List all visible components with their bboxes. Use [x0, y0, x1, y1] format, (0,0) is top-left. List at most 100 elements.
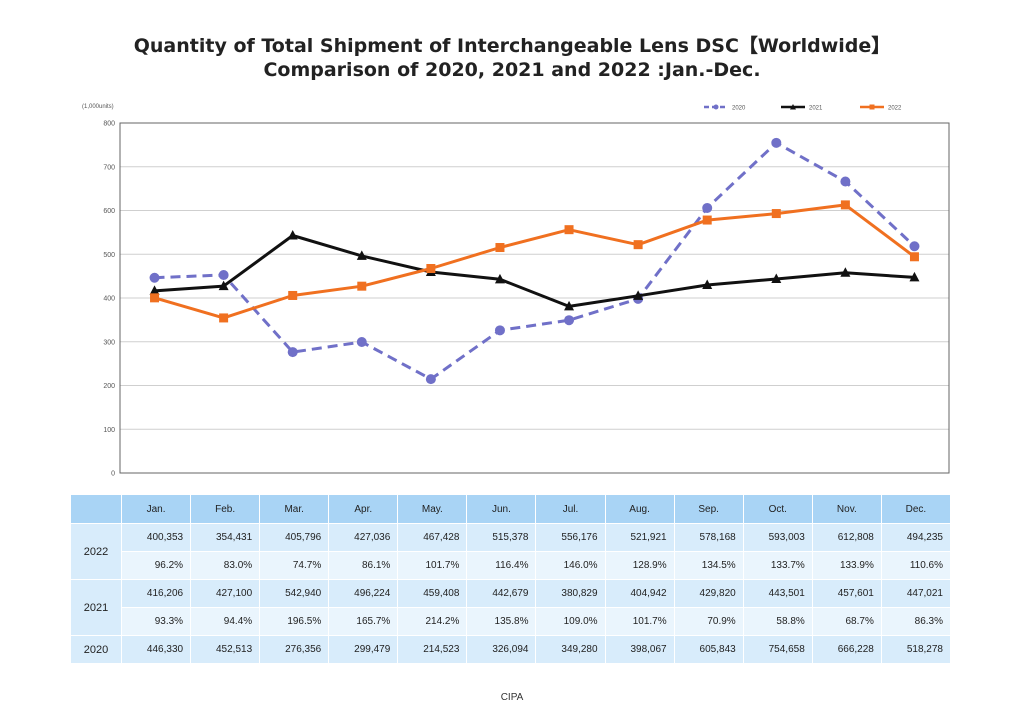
legend-label-2022: 2022: [888, 106, 902, 112]
table-percent-cell: 83.0%: [190, 551, 261, 580]
table-value-cell: 354,431: [190, 523, 261, 552]
table-month-header: Jan.: [120, 494, 192, 524]
data-point-2022: [909, 252, 919, 262]
y-tick-label: 600: [103, 208, 115, 215]
y-tick-label: 400: [103, 296, 115, 303]
table-month-header: Dec.: [880, 494, 952, 524]
table-percent-cell: 86.1%: [328, 551, 399, 580]
data-point-2020: [840, 176, 851, 187]
table-percent-cell: 135.8%: [466, 607, 537, 636]
table-value-cell: 459,408: [397, 579, 468, 608]
table-percent-cell: 101.7%: [604, 607, 675, 636]
y-tick-label: 700: [103, 164, 115, 171]
chart-title: Quantity of Total Shipment of Interchang…: [133, 35, 891, 57]
table-value-cell: 405,796: [259, 523, 330, 552]
data-point-2020: [771, 137, 782, 148]
table-value-cell: 326,094: [466, 635, 537, 664]
table-value-cell: 754,658: [742, 635, 813, 664]
table-value-cell: 447,021: [880, 579, 952, 608]
series-line-2022: [154, 203, 916, 320]
data-point-2022: [495, 243, 505, 253]
table-value-cell: 427,036: [328, 523, 399, 552]
table-value-cell: 276,356: [259, 635, 330, 664]
table-percent-cell: 133.9%: [811, 551, 882, 580]
data-point-2022: [564, 225, 574, 235]
table-value-cell: 467,428: [397, 523, 468, 552]
table-percent-cell: 134.5%: [673, 551, 744, 580]
table-month-header: Sep.: [673, 494, 744, 524]
data-point-2020: [909, 241, 920, 252]
data-point-2022: [840, 200, 850, 210]
table-percent-cell: 128.9%: [604, 551, 675, 580]
table-value-cell: 429,820: [673, 579, 744, 608]
data-point-2021: [149, 285, 160, 295]
table-month-header: Feb.: [190, 494, 261, 524]
table-value-cell: 494,235: [880, 523, 952, 552]
table-row: 2021 416,206 427,100 542,940 496,224 459,408 4…: [70, 579, 952, 636]
table-row: 93.3% 94.4% 196.5% 165.7% 214.2% 135.8% 109.0%…: [71, 607, 952, 636]
y-tick-label: 0: [111, 471, 115, 478]
table-value-cell: 518,278: [880, 635, 952, 664]
data-point-2021: [840, 267, 851, 277]
table-value-cell: 542,940: [259, 579, 330, 608]
table-header-row: Jan. Feb. Mar. Apr. May. Jun. Jul. Aug. Sep. Oct.…: [70, 494, 952, 524]
data-point-2020: [425, 374, 436, 385]
table-month-header: Aug.: [604, 494, 675, 524]
table-value-cell: 496,224: [328, 579, 399, 608]
table-row: 2020 446,330 452,513 276,356 299,479 214,523 3…: [70, 635, 952, 664]
table-percent-cell: 74.7%: [259, 551, 330, 580]
data-point-2020: [564, 315, 575, 326]
y-tick-label: 200: [103, 383, 115, 390]
table-percent-cell: 133.7%: [742, 551, 813, 580]
table-value-cell: 446,330: [120, 635, 192, 664]
table-percent-cell: 109.0%: [535, 607, 606, 636]
table-value-cell: 578,168: [673, 523, 744, 552]
table-percent-cell: 116.4%: [466, 551, 537, 580]
data-point-2020: [218, 270, 229, 281]
data-point-2020: [287, 347, 298, 358]
table-percent-cell: 110.6%: [880, 551, 952, 580]
source-label: CIPA: [500, 692, 524, 703]
table-value-cell: 452,513: [190, 635, 261, 664]
data-point-2021: [218, 280, 229, 291]
data-point-2022: [771, 209, 781, 219]
table-month-header: Jul.: [535, 494, 606, 524]
table-percent-cell: 68.7%: [811, 607, 882, 636]
data-point-2020: [149, 272, 160, 283]
data-point-2021: [771, 273, 782, 283]
table-percent-cell: 101.7%: [397, 551, 468, 580]
table-percent-cell: 146.0%: [535, 551, 606, 580]
table-percent-cell: 58.8%: [742, 607, 813, 636]
data-point-2021: [702, 279, 713, 289]
table-value-cell: 380,829: [535, 579, 606, 608]
y-tick-label: 500: [103, 252, 115, 259]
table-value-cell: 612,808: [811, 523, 882, 552]
data-point-2022: [150, 293, 160, 303]
table-value-cell: 666,228: [811, 635, 882, 664]
legend-marker-2020: [713, 104, 719, 110]
table-year-cell: 2022: [70, 523, 122, 580]
table-percent-cell: 214.2%: [397, 607, 468, 636]
table-month-header: Oct.: [742, 494, 813, 524]
series-line-2021: [154, 234, 915, 308]
legend-label-2020: 2020: [732, 106, 746, 112]
data-point-2021: [287, 229, 298, 240]
data-point-2022: [219, 313, 229, 323]
data-point-2022: [426, 264, 436, 274]
table-month-header: Apr.: [328, 494, 399, 524]
line-chart: (1,000units) 0 100 200 300 400 500 600 700 800 2…: [82, 104, 950, 478]
table-value-cell: 214,523: [397, 635, 468, 664]
series-line-2020: [154, 141, 916, 381]
table-month-header: Nov.: [811, 494, 882, 524]
series-2021: [149, 229, 920, 311]
data-point-2021: [356, 250, 367, 260]
table-percent-cell: 70.9%: [673, 607, 744, 636]
table-value-cell: 427,100: [190, 579, 261, 608]
data-point-2021: [564, 300, 575, 311]
y-tick-label: 300: [103, 339, 115, 346]
data-point-2020: [702, 202, 713, 213]
data-point-2021: [909, 271, 920, 282]
table-month-header: May.: [397, 494, 468, 524]
table-value-cell: 404,942: [604, 579, 675, 608]
table-percent-cell: 96.2%: [120, 551, 192, 580]
